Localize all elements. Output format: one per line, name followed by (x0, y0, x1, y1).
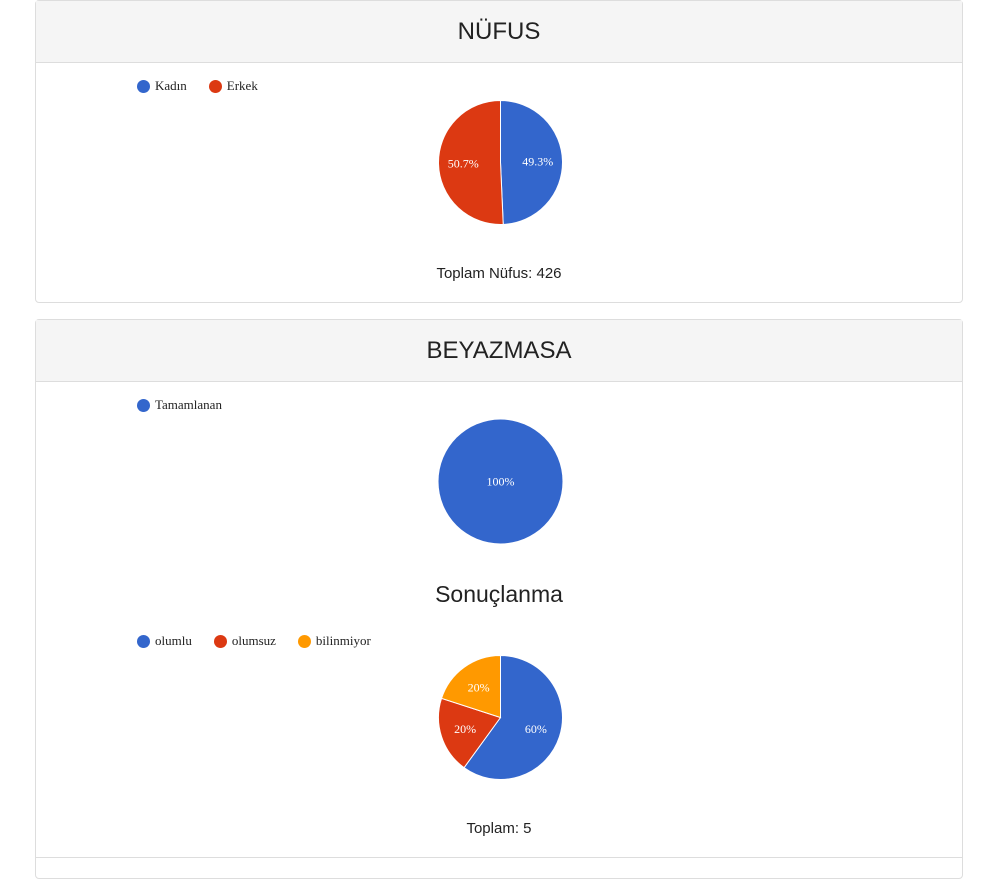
pie-slice-bilinmiyor[interactable] (440, 655, 501, 719)
legend-item: Tamamlanan (137, 397, 222, 413)
legend-swatch (137, 398, 150, 412)
legend-item: Erkek (208, 78, 258, 94)
sonuclanma-pie-chart: 60% 20% 20% (438, 655, 563, 780)
legend-label: olumlu (155, 633, 192, 648)
nufus-pie-chart: 49.3% 50.7% (438, 100, 563, 225)
nufus-panel-title: NÜFUS (36, 1, 962, 63)
pie-slice-olumlu[interactable] (463, 655, 563, 780)
legend-swatch (137, 634, 150, 648)
legend-swatch (297, 634, 311, 648)
legend-label: olumsuz (231, 633, 276, 648)
pie-data-label: 50.7% (448, 156, 479, 170)
pie-data-label: 100% (487, 475, 515, 489)
pie-data-label: 49.3% (522, 155, 553, 169)
pie-slice-kadın[interactable] (500, 100, 563, 225)
nufus-legend: Kadın Erkek (137, 78, 280, 94)
panel-divider (36, 857, 962, 858)
tamamlanan-pie-chart: 100% (438, 419, 563, 544)
legend-swatch (208, 79, 222, 93)
nufus-panel: NÜFUS Kadın Erkek 49.3% 50.7% Toplam Nüfus… (35, 0, 963, 303)
legend-label: bilinmiyor (315, 633, 371, 648)
legend-label: Erkek (226, 78, 258, 93)
pie-slice-olumsuz[interactable] (438, 697, 502, 769)
legend-swatch (137, 79, 150, 93)
legend-item: bilinmiyor (297, 633, 371, 649)
pie-slice-tamamlanan[interactable] (438, 419, 563, 544)
pie-data-label: 60% (525, 722, 547, 736)
legend-item: Kadın (137, 78, 187, 94)
pie-data-label: 20% (468, 680, 490, 694)
beyazmasa-total: Toplam: 5 (466, 820, 532, 837)
nufus-total: Toplam Nüfus: 426 (436, 265, 562, 282)
pie-slice-erkek[interactable] (438, 100, 504, 225)
beyazmasa-panel: BEYAZMASA Tamamlanan 100% Sonuçlanma olu… (35, 319, 963, 879)
legend-label: Kadın (155, 78, 187, 93)
sonuclanma-title: Sonuçlanma (435, 581, 563, 607)
legend-swatch (213, 634, 227, 648)
legend-item: olumsuz (213, 633, 276, 649)
tamamlanan-legend: Tamamlanan (137, 397, 244, 413)
beyazmasa-panel-title: BEYAZMASA (36, 320, 962, 382)
legend-label: Tamamlanan (155, 397, 222, 412)
pie-data-label: 20% (454, 722, 476, 736)
sonuclanma-legend: olumlu olumsuz bilinmiyor (137, 633, 393, 649)
legend-item: olumlu (137, 633, 192, 649)
